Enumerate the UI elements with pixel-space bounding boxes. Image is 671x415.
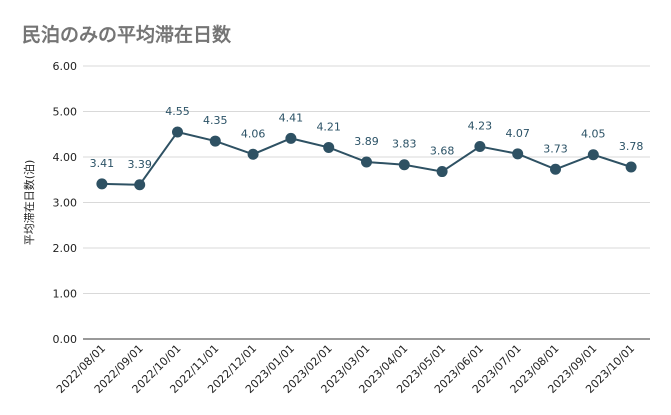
data-label: 4.07 [505, 127, 530, 140]
data-point [512, 148, 524, 160]
data-point [474, 141, 486, 153]
data-label: 3.83 [392, 138, 417, 151]
y-tick-label: 1.00 [53, 288, 78, 301]
data-label: 3.41 [90, 157, 115, 170]
data-point [172, 126, 183, 138]
data-point [96, 178, 108, 190]
data-point [550, 163, 561, 175]
data-label: 3.78 [619, 140, 644, 153]
data-point [587, 149, 599, 161]
y-tick-label: 6.00 [53, 60, 78, 73]
data-label: 4.23 [468, 120, 493, 133]
y-tick-label: 5.00 [53, 106, 78, 119]
gridlines [83, 65, 650, 294]
data-point [398, 159, 410, 171]
data-point [209, 135, 221, 147]
data-point [323, 141, 335, 153]
data-label: 4.35 [203, 114, 228, 127]
data-label: 4.41 [279, 111, 304, 124]
data-points [96, 126, 637, 191]
y-tick-label: 0.00 [53, 333, 78, 346]
data-point [436, 166, 448, 178]
y-axis-label: 平均滞在日数(泊) [23, 160, 36, 246]
data-point [361, 156, 372, 168]
data-point [285, 132, 297, 144]
data-label: 4.06 [241, 127, 266, 140]
data-label: 3.89 [354, 135, 379, 148]
y-axis-ticks: 0.00 1.00 2.00 3.00 4.00 5.00 6.00 [53, 60, 78, 346]
y-tick-label: 4.00 [53, 151, 78, 164]
data-label: 3.39 [127, 158, 152, 171]
chart-title: 民泊のみの平均滞在日数 [22, 24, 232, 46]
data-labels: 3.41 3.39 4.55 4.35 4.06 4.41 4.21 3.89 3.83 3.68… [90, 105, 644, 171]
data-label: 4.05 [581, 128, 606, 141]
x-axis-ticks: 2022/08/012022/09/012022/10/012022/11/01… [54, 342, 637, 396]
data-point [247, 148, 259, 160]
data-label: 3.68 [430, 145, 455, 158]
y-tick-label: 3.00 [53, 197, 78, 210]
data-point [625, 161, 637, 173]
data-point [134, 179, 146, 191]
data-label: 4.21 [316, 120, 341, 133]
data-label: 4.55 [165, 105, 190, 118]
data-label: 3.73 [543, 142, 568, 155]
y-tick-label: 2.00 [53, 242, 78, 255]
